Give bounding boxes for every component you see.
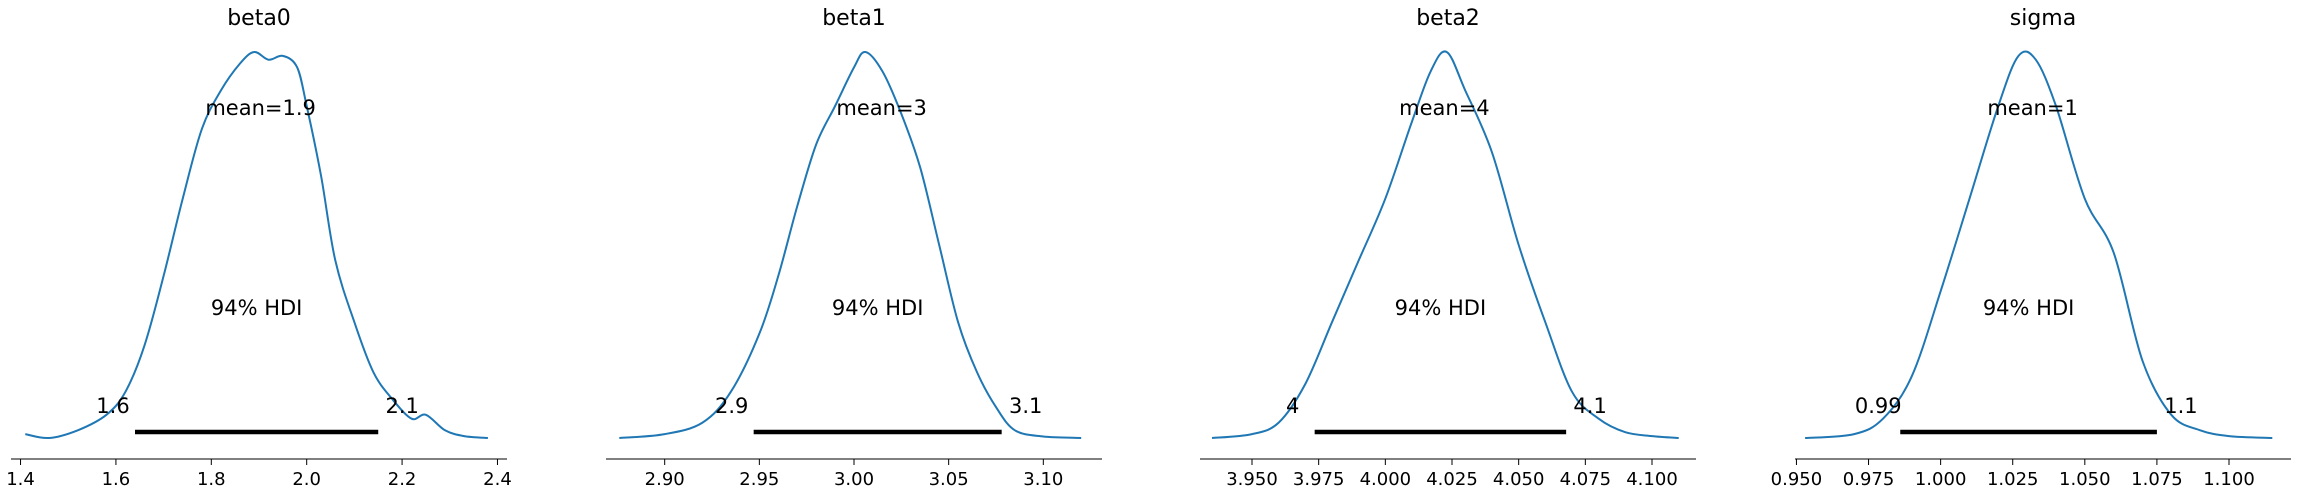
panel-title: beta2 [1416,6,1480,31]
x-tick-label: 3.00 [834,469,874,490]
hdi-text: 94% HDI [1395,296,1487,320]
x-tick-label: 2.4 [483,469,512,490]
x-tick-label: 4.050 [1493,469,1545,490]
hdi-high-label: 3.1 [1009,394,1042,418]
x-tick-label: 2.90 [645,469,685,490]
hdi-text: 94% HDI [1983,296,2075,320]
x-tick-label: 2.0 [292,469,321,490]
x-tick-label: 2.2 [388,469,417,490]
x-tick-label: 1.050 [2059,469,2111,490]
x-tick-label: 3.975 [1293,469,1345,490]
x-tick-label: 1.075 [2131,469,2183,490]
density-curve [1805,50,2273,439]
hdi-low-label: 0.99 [1855,394,1902,418]
x-tick-label: 1.025 [1987,469,2039,490]
x-tick-label: 3.10 [1023,469,1063,490]
panel-title: beta1 [822,6,886,31]
hdi-text: 94% HDI [832,296,924,320]
mean-label: mean=4 [1399,96,1490,120]
mean-label: mean=3 [836,96,927,120]
x-tick-label: 0.950 [1771,469,1823,490]
x-tick-label: 2.95 [739,469,779,490]
hdi-low-label: 2.9 [715,394,748,418]
panel-beta0: beta0 1.6 2.1 94% HDI mean=1.9 1.4 1.6 1.8 2.0 2.… [6,6,512,490]
x-tick-label: 4.100 [1626,469,1678,490]
hdi-high-label: 1.1 [2164,394,2197,418]
x-tick-label: 0.975 [1843,469,1895,490]
mean-label: mean=1.9 [205,96,316,120]
panel-title: sigma [2010,6,2076,31]
hdi-high-label: 4.1 [1573,394,1606,418]
panel-beta2: beta2 4 4.1 94% HDI mean=4 3.950 3.975 4.000 4.0… [1200,6,1696,490]
density-curve [25,51,488,440]
x-tick-label: 1.6 [102,469,131,490]
panel-beta1: beta1 2.9 3.1 94% HDI mean=3 2.90 2.95 3.00 3.05… [606,6,1102,490]
x-tick-label: 1.8 [197,469,226,490]
x-tick-label: 1.4 [6,469,35,490]
mean-label: mean=1 [1987,96,2078,120]
hdi-low-label: 1.6 [96,394,129,418]
x-tick-label: 3.05 [929,469,969,490]
x-tick-label: 4.075 [1560,469,1612,490]
x-tick-label: 4.025 [1426,469,1478,490]
x-tick-label: 4.000 [1360,469,1412,490]
panel-sigma: sigma 0.99 1.1 94% HDI mean=1 0.950 0.975 1.000… [1771,6,2291,490]
density-curve [619,51,1082,439]
density-curve [1211,50,1679,439]
hdi-low-label: 4 [1286,394,1299,418]
x-tick-label: 1.100 [2203,469,2255,490]
panel-title: beta0 [227,6,291,31]
hdi-high-label: 2.1 [386,394,419,418]
x-tick-label: 3.950 [1226,469,1278,490]
hdi-text: 94% HDI [211,296,303,320]
x-tick-label: 1.000 [1915,469,1967,490]
